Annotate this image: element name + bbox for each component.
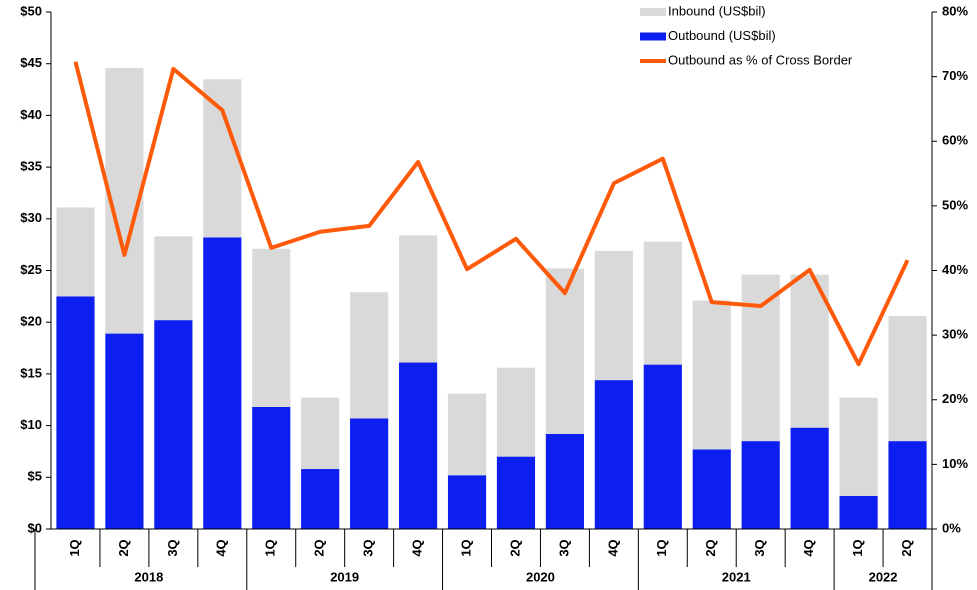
y2-tick-label: 30%: [942, 327, 968, 342]
y2-tick-label: 40%: [942, 262, 968, 277]
bar: [692, 300, 731, 450]
bar: [398, 362, 438, 529]
y-tick-label: $10: [20, 417, 42, 432]
bar: [301, 397, 340, 470]
y-tick-label: $20: [20, 314, 42, 329]
y-tick-label: $0: [28, 520, 42, 535]
bar: [154, 320, 193, 529]
x-tick-label: 2Q: [312, 539, 327, 556]
legend-swatch: [640, 32, 666, 41]
bar: [350, 292, 389, 419]
group-label: 2022: [869, 569, 898, 584]
legend-label: Inbound (US$bil): [668, 3, 766, 18]
bar: [643, 241, 682, 365]
bar: [741, 441, 780, 529]
bar: [594, 250, 633, 381]
bar: [447, 475, 487, 529]
bar: [56, 207, 95, 297]
bar: [252, 248, 291, 407]
x-tick-label: 3Q: [556, 539, 571, 556]
y2-tick-label: 80%: [942, 3, 968, 18]
y-tick-label: $30: [20, 210, 42, 225]
x-tick-label: 2Q: [116, 539, 131, 556]
bar: [594, 380, 633, 529]
x-tick-label: 1Q: [850, 539, 865, 556]
bar: [643, 364, 682, 529]
x-tick-label: 2Q: [507, 539, 522, 556]
x-tick-label: 4Q: [214, 539, 229, 556]
bar: [692, 449, 731, 529]
line: [73, 61, 910, 367]
y2-tick-label: 20%: [942, 391, 968, 406]
y2-tick-label: 60%: [942, 133, 968, 148]
x-tick-label: 4Q: [410, 539, 425, 556]
bar: [105, 333, 144, 529]
bar: [496, 367, 536, 457]
y-tick-label: $40: [20, 107, 42, 122]
bar: [790, 274, 829, 428]
x-tick-label: 3Q: [752, 539, 767, 556]
group-label: 2020: [526, 569, 555, 584]
x-tick-label: 1Q: [654, 539, 669, 556]
x-tick-label: 3Q: [361, 539, 376, 556]
legend-swatch: [640, 8, 666, 16]
x-tick-label: 1Q: [458, 539, 473, 556]
bar: [56, 296, 95, 529]
y-tick-label: $5: [28, 469, 42, 484]
x-tick-label: 3Q: [165, 539, 180, 556]
y2-tick-label: 0%: [942, 520, 961, 535]
bar: [252, 406, 291, 529]
bar: [839, 397, 878, 496]
x-tick-label: 4Q: [801, 539, 816, 556]
y-tick-label: $25: [20, 262, 42, 277]
y-tick-label: $45: [20, 55, 42, 70]
bar: [741, 274, 780, 442]
bar: [301, 469, 340, 529]
bar: [790, 427, 829, 529]
x-tick-label: 2Q: [899, 539, 914, 556]
bar: [839, 495, 878, 529]
x-tick-label: 1Q: [67, 539, 82, 556]
bar: [496, 456, 536, 529]
group-label: 2019: [330, 569, 359, 584]
bar: [398, 235, 438, 363]
bar: [447, 393, 487, 476]
bar: [888, 441, 927, 529]
group-label: 2021: [722, 569, 751, 584]
legend-label: Outbound as % of Cross Border: [668, 52, 853, 67]
bar: [154, 236, 193, 321]
bar: [888, 315, 927, 442]
bar: [203, 79, 242, 238]
legend-label: Outbound (US$bil): [668, 28, 776, 43]
group-label: 2018: [134, 569, 163, 584]
bar: [350, 418, 389, 529]
x-tick-label: 4Q: [605, 539, 620, 556]
bar: [203, 237, 242, 530]
y-tick-label: $50: [20, 3, 42, 18]
y-tick-label: $35: [20, 159, 42, 174]
bar: [545, 433, 585, 529]
y2-tick-label: 10%: [942, 456, 968, 471]
x-tick-label: 1Q: [263, 539, 278, 556]
y2-tick-label: 70%: [942, 68, 968, 83]
bar: [545, 268, 585, 434]
x-tick-label: 2Q: [703, 539, 718, 556]
y2-tick-label: 50%: [942, 197, 968, 212]
y-tick-label: $15: [20, 365, 42, 380]
